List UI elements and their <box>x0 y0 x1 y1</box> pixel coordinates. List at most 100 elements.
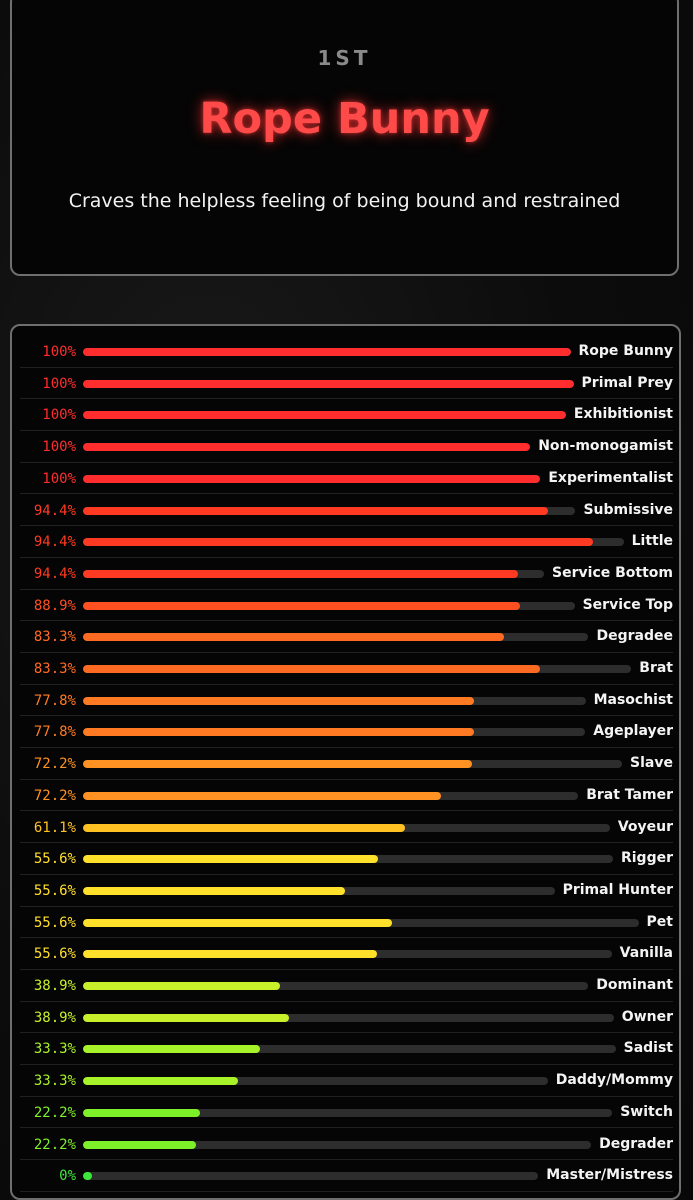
rank-label: 1ST <box>317 46 372 70</box>
result-bar-track <box>83 1172 539 1181</box>
result-row: 94.4% Submissive <box>20 495 673 527</box>
result-bar-track <box>83 728 586 737</box>
result-bar-track <box>83 601 575 610</box>
result-bar-track <box>83 760 623 769</box>
result-row: 22.2% Degrader <box>20 1129 673 1161</box>
result-bar-track <box>83 443 531 452</box>
result-bar-track <box>83 1045 616 1054</box>
result-percentage: 38.9% <box>33 1009 76 1026</box>
result-row: 55.6% Vanilla <box>20 938 673 970</box>
result-bar-fill <box>83 411 566 420</box>
result-bar-track <box>83 665 632 673</box>
result-row: 38.9% Owner <box>20 1002 673 1034</box>
result-percentage: 61.1% <box>33 819 76 836</box>
result-row: 38.9% Dominant <box>20 970 673 1002</box>
result-label: Degradee <box>596 628 673 645</box>
result-percentage: 38.9% <box>33 978 76 994</box>
result-label: Exhibitionist <box>573 406 673 423</box>
result-row: 77.8% Ageplayer <box>20 716 673 749</box>
result-row: 88.9% Service Top <box>20 590 673 622</box>
result-row: 55.6% Primal Hunter <box>20 875 673 907</box>
result-bar-track <box>83 411 566 420</box>
result-bar-track <box>83 823 610 832</box>
result-percentage: 22.2% <box>33 1136 76 1153</box>
result-bar-track <box>83 1013 614 1022</box>
result-percentage: 33.3% <box>33 1073 76 1090</box>
result-label: Masochist <box>593 691 673 708</box>
result-bar-fill <box>83 538 594 547</box>
result-row: 83.3% Brat <box>20 653 673 685</box>
result-bar-fill <box>83 823 405 832</box>
result-percentage: 55.6% <box>33 914 76 931</box>
result-bar-track <box>83 538 624 547</box>
result-row: 55.6% Rigger <box>20 843 673 875</box>
result-label: Submissive <box>583 501 673 518</box>
result-percentage: 55.6% <box>33 946 76 963</box>
result-percentage: 77.8% <box>33 692 76 709</box>
result-row: 22.2% Switch <box>20 1097 673 1129</box>
result-row: 61.1% Voyeur <box>20 812 673 844</box>
result-label: Pet <box>646 913 673 930</box>
result-bar-fill <box>83 569 519 578</box>
result-percentage: 94.4% <box>33 565 76 582</box>
result-percentage: 33.3% <box>33 1041 76 1058</box>
top-result-card: 1ST Rope Bunny Craves the helpless feeli… <box>10 0 679 276</box>
result-label: Primal Hunter <box>562 881 673 898</box>
result-label: Little <box>631 533 673 550</box>
result-bar-fill <box>83 728 474 737</box>
result-bar-track <box>83 474 541 483</box>
result-percentage: 100% <box>42 407 76 424</box>
result-label: Brat <box>639 660 673 676</box>
result-percentage: 22.2% <box>33 1104 76 1121</box>
results-list-card: 100% Rope Bunny 100% Primal Prey 100% Exhibit… <box>10 324 681 1200</box>
result-bar-fill <box>83 1013 290 1022</box>
result-bar-fill <box>83 760 473 769</box>
result-row: 100% Non-monogamist <box>20 431 673 463</box>
result-percentage: 88.9% <box>33 597 76 614</box>
result-row: 100% Exhibitionist <box>20 399 673 432</box>
result-row: 55.6% Pet <box>20 907 673 939</box>
result-label: Service Bottom <box>552 564 673 581</box>
result-bar-fill <box>83 1140 196 1149</box>
result-bar-fill <box>83 1108 201 1117</box>
result-bar-fill <box>83 918 392 927</box>
result-bar-track <box>83 1077 548 1086</box>
result-bar-fill <box>83 1077 238 1086</box>
result-label: Vanilla <box>619 945 673 962</box>
result-row: 100% Rope Bunny <box>20 336 673 368</box>
result-row: 83.3% Degradee <box>20 621 673 653</box>
result-label: Rigger <box>620 850 673 867</box>
result-percentage: 100% <box>42 439 76 456</box>
result-bar-fill <box>83 886 346 895</box>
result-percentage: 77.8% <box>33 724 76 741</box>
result-bar-track <box>83 886 555 895</box>
result-bar-fill <box>83 665 540 673</box>
result-row: 94.4% Service Bottom <box>20 558 673 590</box>
result-label: Rope Bunny <box>578 343 674 359</box>
result-row: 94.4% Little <box>20 526 673 558</box>
result-bar-fill <box>83 443 531 452</box>
result-label: Voyeur <box>617 818 673 835</box>
result-row: 100% Primal Prey <box>20 368 673 400</box>
result-bar-fill <box>83 855 378 864</box>
result-label: Experimentalist <box>548 469 673 486</box>
result-bar-track <box>83 379 574 388</box>
result-percentage: 55.6% <box>33 882 76 899</box>
result-row: 33.3% Sadist <box>20 1033 673 1066</box>
result-percentage: 72.2% <box>33 756 76 773</box>
result-percentage: 83.3% <box>33 629 76 646</box>
result-bar-track <box>83 506 576 515</box>
result-bar-fill <box>83 1172 92 1181</box>
result-row: 72.2% Slave <box>20 748 673 780</box>
result-label: Brat Tamer <box>586 786 673 803</box>
result-percentage: 0% <box>59 1168 76 1185</box>
result-bar-track <box>83 1140 592 1149</box>
result-label: Ageplayer <box>593 723 673 740</box>
result-row: 0% Master/Mistress <box>20 1160 673 1192</box>
result-description: Craves the helpless feeling of being bou… <box>68 190 621 212</box>
result-label: Primal Prey <box>581 374 673 391</box>
result-label: Service Top <box>582 596 673 613</box>
result-bar-track <box>83 950 612 959</box>
result-bar-track <box>83 696 586 705</box>
